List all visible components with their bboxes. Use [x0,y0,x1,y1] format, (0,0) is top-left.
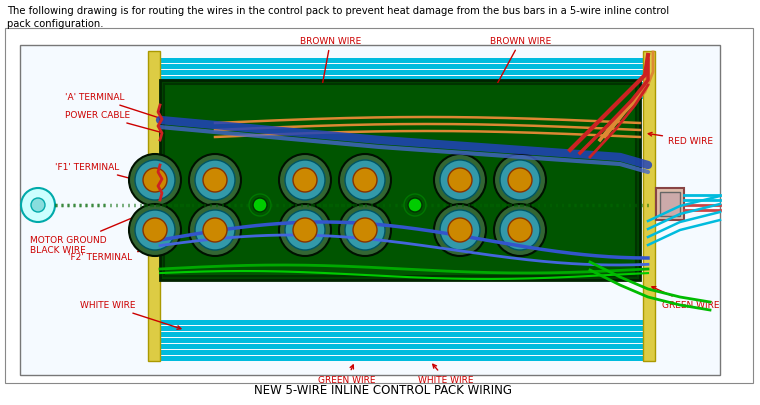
Circle shape [508,168,532,192]
Bar [643,52,655,361]
Circle shape [500,211,540,250]
Text: RED WIRE: RED WIRE [648,133,713,145]
Circle shape [195,161,235,200]
Bar [155,350,645,355]
Bar [155,326,645,331]
Text: BROWN WIRE: BROWN WIRE [300,37,361,94]
Text: POWER CABLE: POWER CABLE [65,111,174,137]
Circle shape [135,211,175,250]
Circle shape [285,211,325,250]
Bar [155,58,645,64]
Bar [164,85,636,276]
Text: GREEN WIRE: GREEN WIRE [318,365,375,384]
Circle shape [135,161,175,200]
Circle shape [279,155,331,207]
Circle shape [143,168,167,192]
Circle shape [31,198,45,213]
Bar [155,94,645,100]
Bar [148,52,160,361]
Text: WHITE WIRE: WHITE WIRE [418,364,473,384]
Circle shape [293,168,317,192]
Circle shape [494,155,546,207]
Circle shape [203,168,227,192]
Circle shape [353,218,377,243]
Bar [155,70,645,76]
Circle shape [440,211,480,250]
Circle shape [434,155,486,207]
Circle shape [203,218,227,243]
Circle shape [508,218,532,243]
Circle shape [494,205,546,256]
Text: GREEN WIRE: GREEN WIRE [652,287,720,309]
Bar [155,88,645,94]
Text: The following drawing is for routing the wires in the control pack to prevent he: The following drawing is for routing the… [7,6,669,29]
Bar [656,189,684,220]
Circle shape [129,205,181,256]
Circle shape [408,198,422,213]
Circle shape [448,168,472,192]
Circle shape [339,155,391,207]
Text: 'F1' TERMINAL: 'F1' TERMINAL [55,163,159,187]
Circle shape [21,189,55,222]
Bar [155,338,645,343]
Text: NEW 5-WIRE INLINE CONTROL PACK WIRING: NEW 5-WIRE INLINE CONTROL PACK WIRING [254,383,512,396]
Circle shape [500,161,540,200]
Circle shape [434,205,486,256]
Bar [155,64,645,70]
Bar [155,332,645,337]
Bar [155,356,645,361]
Text: BROWN WIRE: BROWN WIRE [490,37,551,94]
Text: 'A' TERMINAL: 'A' TERMINAL [65,93,171,123]
Circle shape [285,161,325,200]
Circle shape [440,161,480,200]
Bar [20,46,720,375]
Bar [5,29,753,383]
Text: 'F2' TERMINAL: 'F2' TERMINAL [68,247,166,262]
Circle shape [293,218,317,243]
Circle shape [189,205,241,256]
Bar [155,344,645,349]
Circle shape [279,205,331,256]
Circle shape [448,218,472,243]
Circle shape [345,211,385,250]
Circle shape [339,205,391,256]
Bar [155,76,645,82]
Circle shape [253,198,267,213]
Circle shape [143,218,167,243]
Text: MOTOR GROUND
BLACK WIRE: MOTOR GROUND BLACK WIRE [30,207,159,255]
Circle shape [345,161,385,200]
Bar [155,82,645,88]
Bar [155,320,645,325]
Circle shape [189,155,241,207]
Text: WHITE WIRE: WHITE WIRE [80,301,181,329]
Circle shape [195,211,235,250]
Circle shape [353,168,377,192]
Circle shape [129,155,181,207]
Bar [660,192,680,216]
Bar [160,81,640,280]
